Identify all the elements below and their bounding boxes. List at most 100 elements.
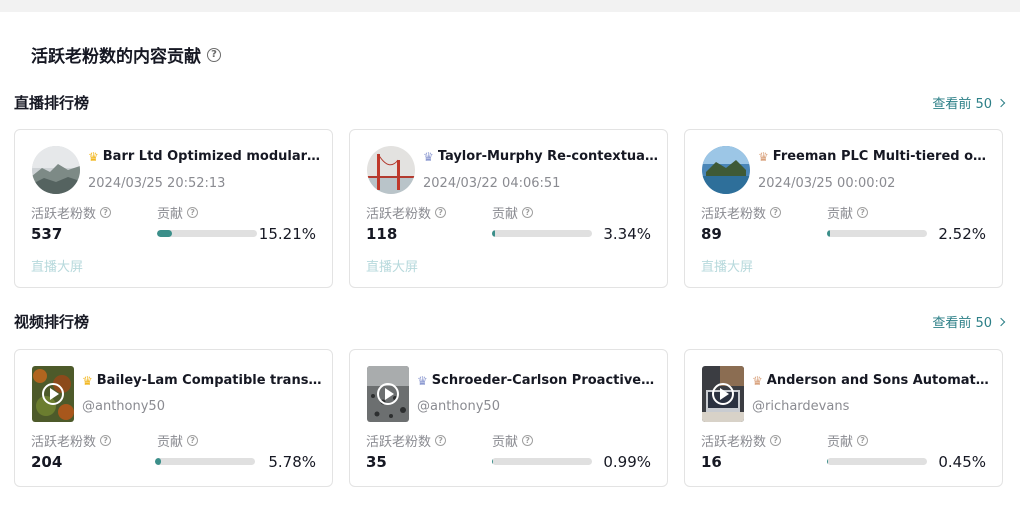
fans-label-text: 活跃老粉数 [31, 435, 97, 450]
gold-crown-icon: ♛ [82, 373, 93, 388]
live-section-title: 直播排行榜 [14, 94, 90, 112]
video-card[interactable]: ♛ Schroeder-Carlson Proactive s... @anth… [349, 349, 668, 487]
contrib-percent: 3.34% [603, 225, 651, 243]
video-section-header: 视频排行榜 查看前 50 [14, 311, 1006, 332]
video-author[interactable]: @richardevans [752, 399, 850, 414]
content-panel: 活跃老粉数的内容贡献 ? 直播排行榜 查看前 50 ♛ Barr Ltd Opt… [0, 12, 1020, 511]
video-author[interactable]: @anthony50 [417, 399, 500, 414]
contrib-percent: 15.21% [258, 225, 316, 243]
video-view-top-label: 查看前 50 [932, 316, 992, 331]
card-name-row: ♛ Barr Ltd Optimized modular pr... [88, 149, 323, 164]
contrib-percent: 0.99% [603, 453, 651, 471]
contrib-label-text: 贡献 [492, 435, 519, 450]
live-view-top-label: 查看前 50 [932, 97, 992, 112]
help-icon[interactable]: ? [100, 207, 112, 218]
page-title-text: 活跃老粉数的内容贡献 [31, 47, 201, 67]
live-screen-link[interactable]: 直播大屏 [701, 260, 754, 275]
fans-label-text: 活跃老粉数 [31, 207, 97, 222]
video-thumbnail[interactable] [702, 366, 744, 422]
card-name-row: ♛ Bailey-Lam Compatible transiti... [82, 373, 322, 388]
video-thumbnail[interactable] [32, 366, 74, 422]
top-strip [0, 0, 1020, 12]
live-card[interactable]: ♛ Freeman PLC Multi-tiered obje... 2024/… [684, 129, 1003, 288]
contrib-bar-fill [827, 230, 830, 237]
help-icon[interactable]: ? [522, 435, 534, 446]
contrib-label: 贡献 ? [827, 203, 869, 222]
fans-label-text: 活跃老粉数 [366, 207, 432, 222]
contrib-label: 贡献 ? [492, 431, 534, 450]
contrib-label-text: 贡献 [157, 207, 184, 222]
help-icon[interactable]: ? [207, 47, 221, 62]
contrib-percent: 5.78% [268, 453, 316, 471]
fans-value: 35 [366, 453, 387, 471]
contrib-bar [492, 458, 592, 465]
video-name[interactable]: Schroeder-Carlson Proactive s... [431, 373, 657, 388]
help-icon[interactable]: ? [100, 435, 112, 446]
help-icon[interactable]: ? [857, 435, 869, 446]
card-name-row: ♛ Taylor-Murphy Re-contextuali... [423, 149, 658, 164]
contrib-bar-fill [155, 458, 161, 465]
contrib-label: 贡献 ? [157, 431, 199, 450]
fans-label: 活跃老粉数 ? [701, 431, 782, 450]
live-name[interactable]: Taylor-Murphy Re-contextuali... [437, 149, 658, 164]
fans-label: 活跃老粉数 ? [31, 203, 112, 222]
video-card[interactable]: ♛ Bailey-Lam Compatible transiti... @ant… [14, 349, 333, 487]
video-name[interactable]: Bailey-Lam Compatible transiti... [96, 373, 322, 388]
fans-label: 活跃老粉数 ? [31, 431, 112, 450]
bronze-crown-icon: ♛ [758, 149, 769, 164]
fans-value: 89 [701, 225, 722, 243]
contrib-percent: 0.45% [938, 453, 986, 471]
help-icon[interactable]: ? [187, 207, 199, 218]
contrib-bar [492, 230, 592, 237]
contrib-label: 贡献 ? [157, 203, 199, 222]
contrib-bar-fill [157, 230, 172, 237]
card-name-row: ♛ Freeman PLC Multi-tiered obje... [758, 149, 993, 164]
contrib-label-text: 贡献 [827, 207, 854, 222]
live-screen-link[interactable]: 直播大屏 [366, 260, 419, 275]
live-datetime: 2024/03/25 20:52:13 [88, 176, 226, 191]
contrib-label-text: 贡献 [827, 435, 854, 450]
contrib-label-text: 贡献 [157, 435, 184, 450]
live-datetime: 2024/03/22 04:06:51 [423, 176, 561, 191]
contrib-bar [157, 230, 257, 237]
live-card[interactable]: ♛ Barr Ltd Optimized modular pr... 2024/… [14, 129, 333, 288]
fans-value: 537 [31, 225, 63, 243]
contrib-label: 贡献 ? [827, 431, 869, 450]
help-icon[interactable]: ? [770, 435, 782, 446]
help-icon[interactable]: ? [857, 207, 869, 218]
contrib-bar-fill [492, 230, 495, 237]
contrib-percent: 2.52% [938, 225, 986, 243]
play-icon [712, 383, 734, 405]
live-name[interactable]: Freeman PLC Multi-tiered obje... [772, 149, 993, 164]
silver-crown-icon: ♛ [423, 149, 434, 164]
page-title: 活跃老粉数的内容贡献 ? [31, 42, 221, 67]
video-author[interactable]: @anthony50 [82, 399, 165, 414]
live-view-top-link[interactable]: 查看前 50 [932, 93, 1006, 112]
silver-crown-icon: ♛ [417, 373, 428, 388]
help-icon[interactable]: ? [435, 435, 447, 446]
help-icon[interactable]: ? [187, 435, 199, 446]
contrib-bar [827, 230, 927, 237]
live-card[interactable]: ♛ Taylor-Murphy Re-contextuali... 2024/0… [349, 129, 668, 288]
video-card[interactable]: ♛ Anderson and Sons Automated... @richar… [684, 349, 1003, 487]
contrib-label: 贡献 ? [492, 203, 534, 222]
video-section-title: 视频排行榜 [14, 313, 90, 331]
live-screen-link[interactable]: 直播大屏 [31, 260, 84, 275]
fans-label-text: 活跃老粉数 [701, 435, 767, 450]
live-name[interactable]: Barr Ltd Optimized modular pr... [102, 149, 323, 164]
play-icon [377, 383, 399, 405]
play-icon [42, 383, 64, 405]
video-thumbnail[interactable] [367, 366, 409, 422]
gold-crown-icon: ♛ [88, 149, 99, 164]
fans-value: 204 [31, 453, 63, 471]
fans-label-text: 活跃老粉数 [366, 435, 432, 450]
help-icon[interactable]: ? [435, 207, 447, 218]
contrib-label-text: 贡献 [492, 207, 519, 222]
contrib-bar [155, 458, 255, 465]
help-icon[interactable]: ? [770, 207, 782, 218]
video-name[interactable]: Anderson and Sons Automated... [766, 373, 992, 388]
fans-label: 活跃老粉数 ? [366, 431, 447, 450]
help-icon[interactable]: ? [522, 207, 534, 218]
video-view-top-link[interactable]: 查看前 50 [932, 312, 1006, 331]
fans-value: 118 [366, 225, 398, 243]
